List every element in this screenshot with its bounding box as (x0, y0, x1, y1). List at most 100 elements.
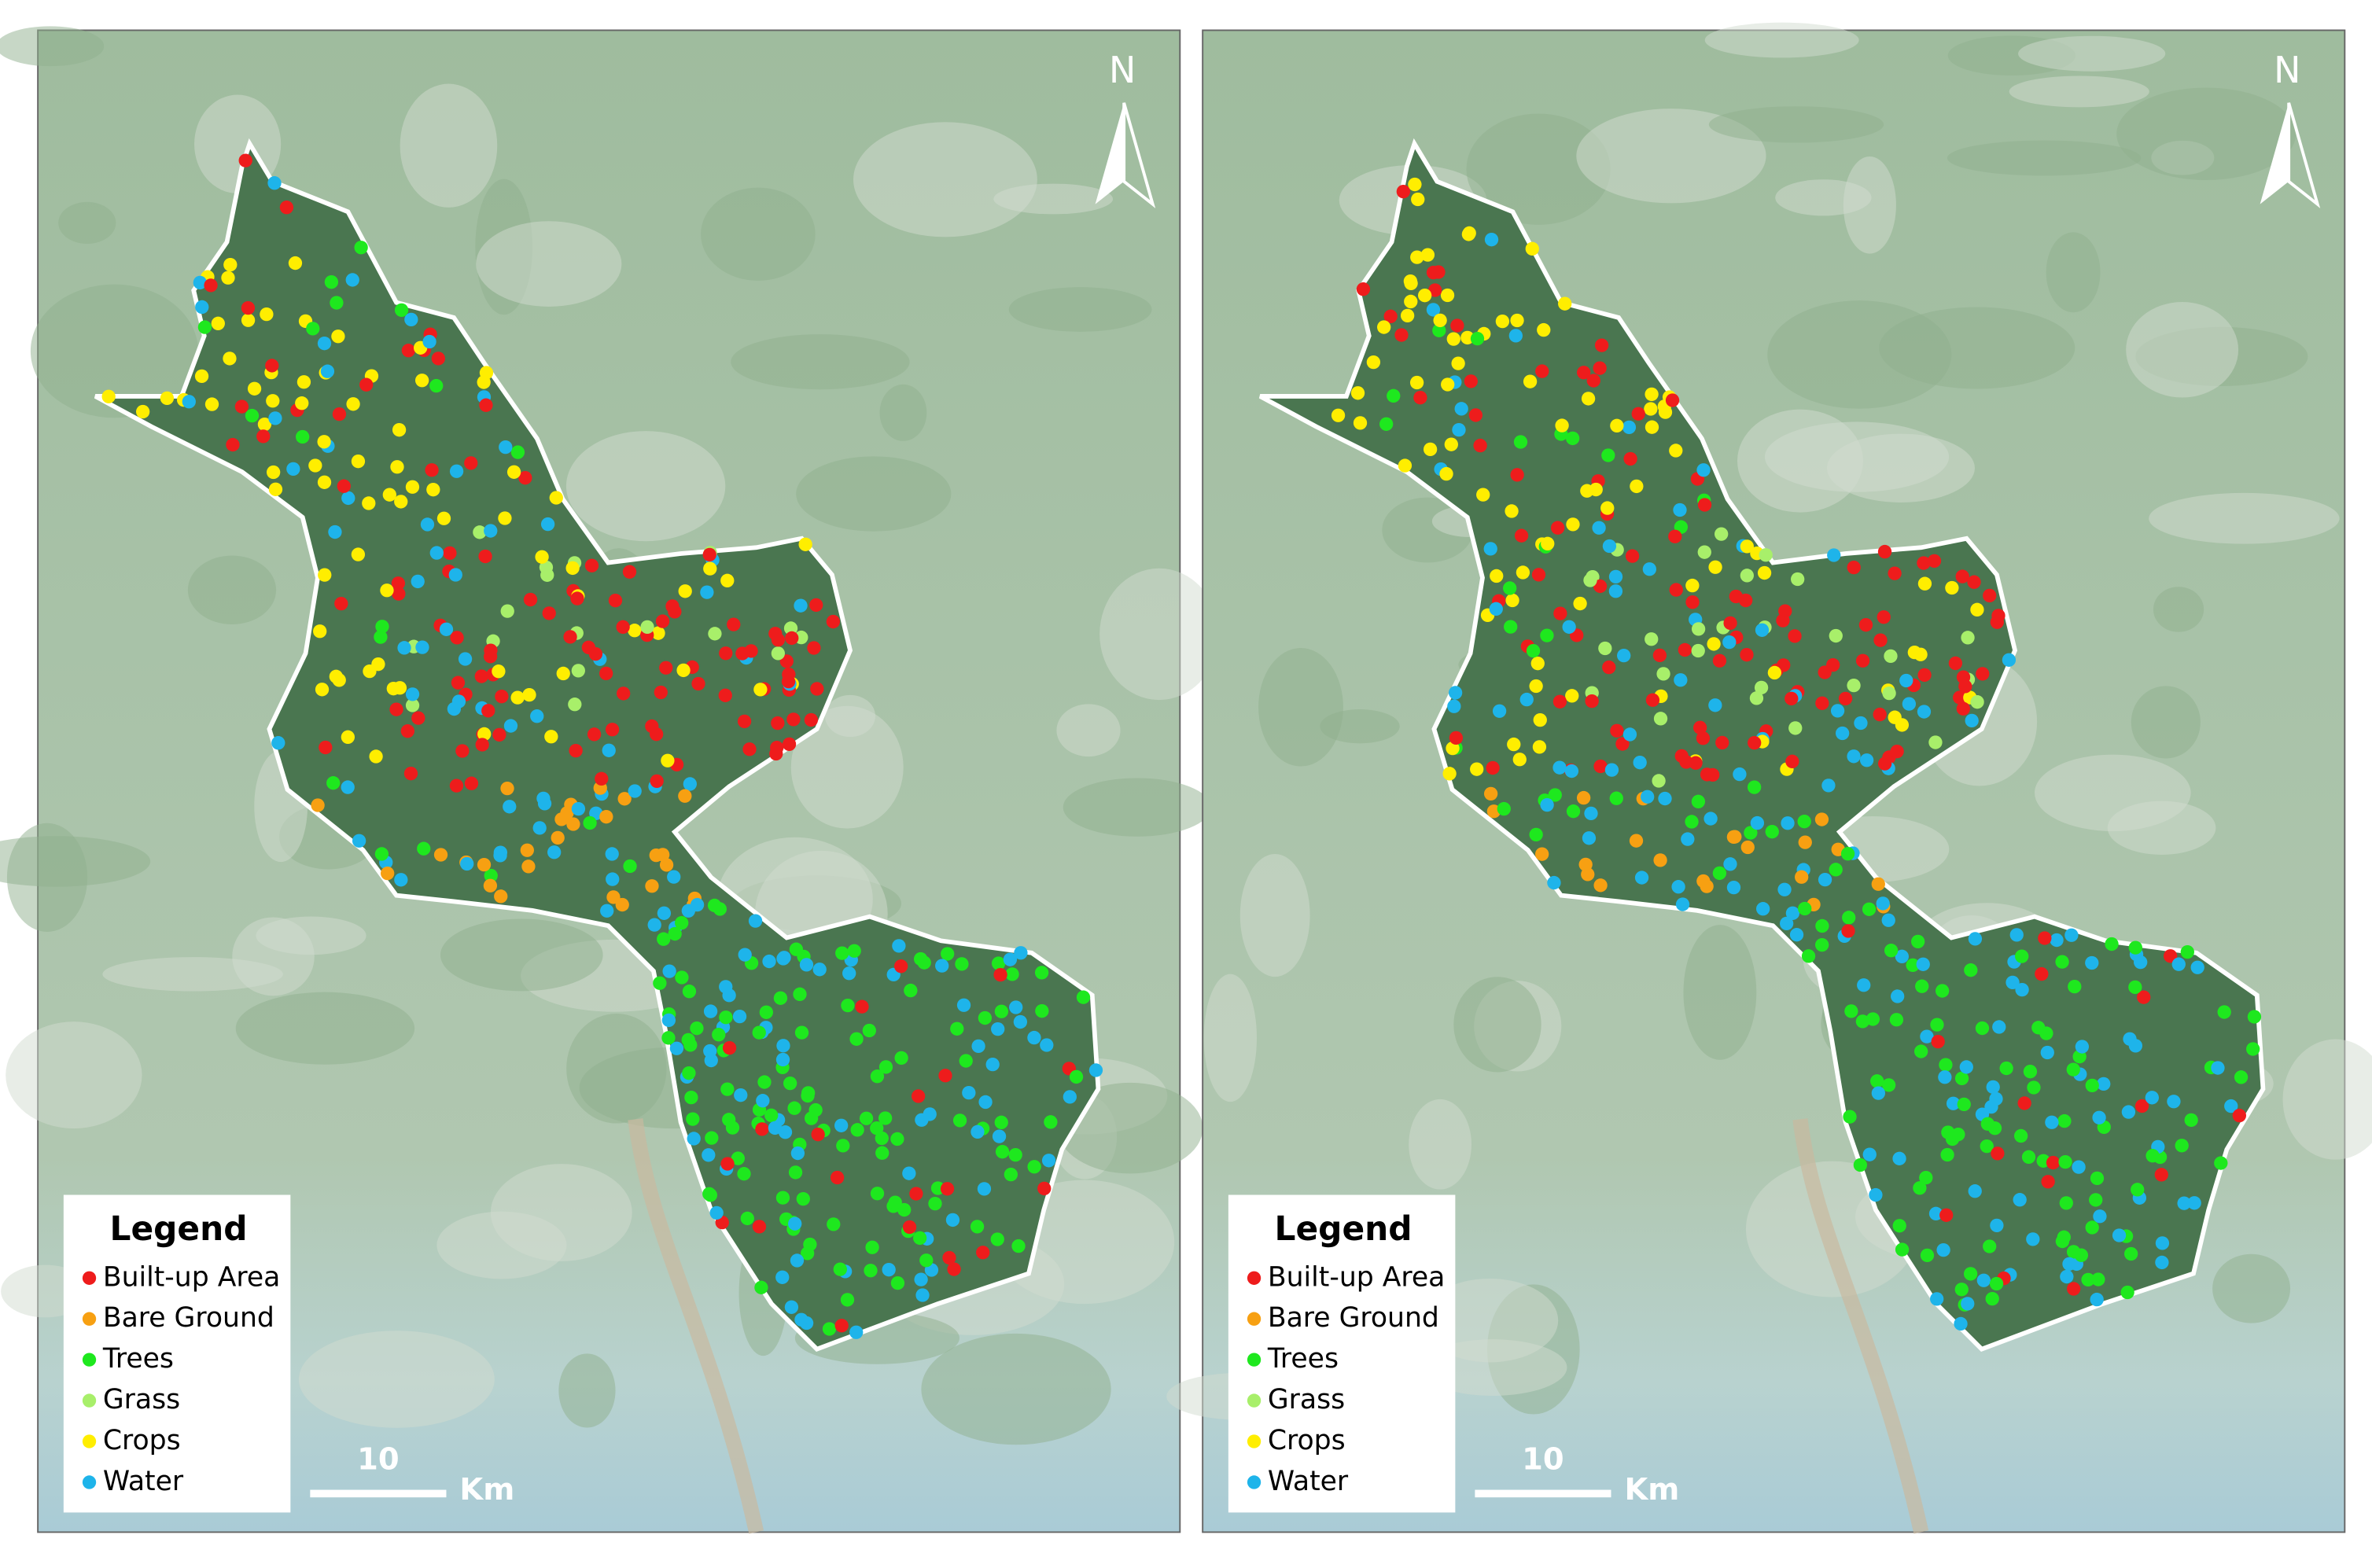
district-boundary (94, 138, 1101, 1353)
sample-point (1842, 911, 1856, 925)
sample-point (332, 673, 346, 687)
sample-point (1888, 566, 1902, 580)
sample-point (2180, 944, 2194, 959)
sample-point (267, 176, 282, 190)
sample-point (1785, 691, 1799, 706)
sample-point (1870, 1074, 1884, 1088)
sample-point (2090, 1292, 2104, 1307)
terrain-patch (1239, 854, 1310, 977)
sample-point (1877, 756, 1892, 771)
sample-point (794, 598, 808, 613)
sample-point (681, 1032, 695, 1047)
sample-point (1423, 442, 1438, 457)
sample-point (1602, 539, 1617, 554)
sample-point (1906, 958, 1920, 973)
sample-point (847, 944, 861, 958)
sample-point (1003, 952, 1018, 966)
sample-point (628, 784, 642, 798)
sample-point (449, 778, 464, 793)
sample-point (902, 1166, 916, 1180)
sample-point (1041, 1154, 1056, 1168)
sample-point (2105, 937, 2119, 951)
sample-point (1754, 680, 1769, 695)
sample-point (587, 727, 602, 742)
sample-point (1464, 374, 1478, 388)
sample-point (1630, 479, 1644, 494)
sample-point (665, 599, 680, 613)
sample-point (1541, 536, 1555, 550)
sample-point (1963, 1267, 1978, 1281)
sample-point (1697, 545, 1711, 559)
sample-point (875, 1131, 889, 1146)
legend-label: Bare Ground (1268, 1302, 1439, 1334)
sample-point (1747, 780, 1762, 794)
sample-point (363, 664, 377, 679)
terrain-patch (1466, 113, 1611, 225)
terrain-patch (558, 1353, 616, 1428)
sample-point (451, 694, 466, 709)
sample-point (1927, 554, 1942, 569)
sample-point (266, 465, 281, 480)
legend-swatch (1247, 1353, 1262, 1367)
sample-point (425, 463, 439, 477)
sample-point (734, 1088, 748, 1102)
sample-point (2046, 1155, 2061, 1170)
sample-point (1005, 967, 1019, 981)
sample-point (1815, 937, 1829, 952)
sample-point (1552, 760, 1567, 775)
sample-point (788, 1165, 803, 1180)
sample-point (405, 687, 420, 701)
sample-point (1505, 504, 1519, 518)
sample-point (2040, 1045, 2054, 1060)
sample-point (1985, 1291, 1999, 1306)
terrain-patch (1453, 977, 1541, 1073)
sample-point (2137, 990, 2151, 1004)
sample-point (1447, 699, 1461, 713)
sample-point (2015, 982, 2029, 997)
sample-point (431, 352, 446, 366)
sample-point (1622, 727, 1637, 742)
terrain-patch (1203, 974, 1258, 1102)
sample-point (1601, 448, 1615, 462)
terrain-patch (1767, 300, 1952, 409)
sample-point (1959, 1060, 1973, 1074)
sample-point (985, 1057, 1000, 1072)
terrain-patch (1683, 925, 1757, 1060)
sample-point (539, 560, 554, 575)
sample-point (1674, 673, 1688, 687)
sample-point (429, 378, 444, 393)
sample-point (1040, 1038, 1054, 1052)
sample-point (2055, 1234, 2070, 1249)
sample-point (324, 275, 339, 289)
sample-point (1063, 1090, 1077, 1104)
sample-point (608, 594, 623, 608)
sample-point (2021, 1150, 2036, 1164)
sample-point (1970, 695, 1984, 709)
sample-point (288, 256, 303, 271)
sample-point (493, 848, 507, 863)
sample-point (1740, 648, 1754, 662)
terrain-patch (2153, 587, 2204, 632)
sample-point (850, 1123, 864, 1137)
sample-point (1991, 1147, 2005, 1161)
sample-point (1508, 329, 1523, 343)
sample-point (991, 956, 1006, 970)
sample-point (499, 440, 513, 455)
sample-point (659, 661, 673, 675)
sample-point (1592, 521, 1606, 535)
sample-point (1653, 853, 1667, 867)
sample-point (994, 1115, 1008, 1129)
terrain-patch (1320, 709, 1400, 744)
sample-point (426, 483, 440, 497)
sample-point (204, 397, 219, 411)
sample-point (628, 624, 642, 638)
sample-point (1631, 407, 1645, 421)
sample-point (1550, 521, 1565, 535)
sample-point (1473, 438, 1487, 453)
sample-point (827, 1217, 841, 1231)
sample-point (1791, 572, 1805, 587)
sample-point (234, 399, 249, 414)
sample-point (870, 1187, 885, 1201)
sample-point (2013, 1128, 2028, 1143)
sample-point (475, 738, 489, 752)
